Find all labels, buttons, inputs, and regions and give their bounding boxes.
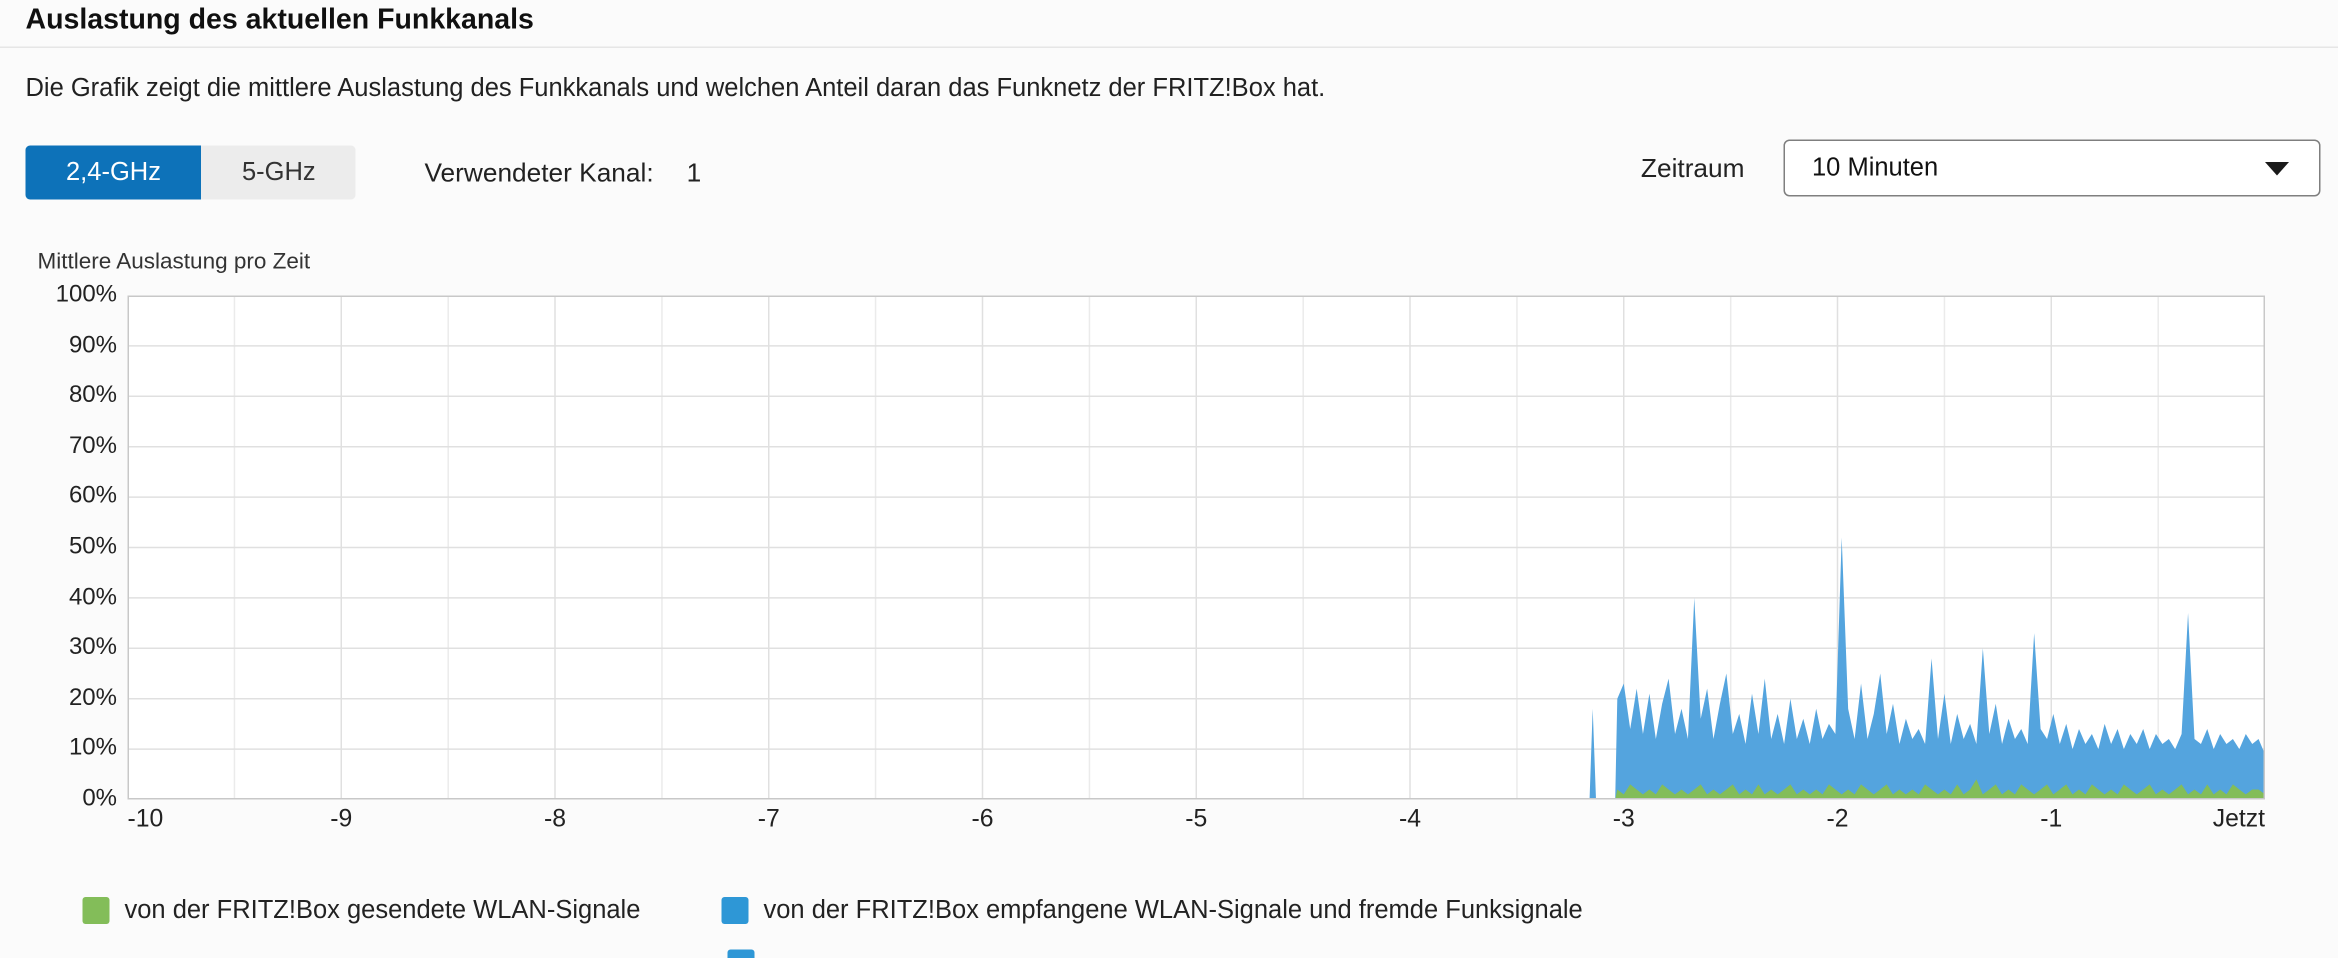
y-axis-labels: 100% 90% 80% 70% 60% 50% 40% 30% 20% 10% 0%	[0, 282, 117, 812]
x-tick-label: -2	[1826, 805, 1849, 833]
y-tick-label: 50%	[68, 534, 117, 560]
zeitraum-label: Zeitraum	[1640, 152, 1745, 183]
x-tick-label: Jetzt	[2212, 805, 2265, 833]
zeitraum-select[interactable]: 10 Minuten	[1783, 139, 2321, 197]
x-tick-label: -6	[971, 805, 994, 833]
legend-label-received: von der FRITZ!Box empfangene WLAN-Signal…	[763, 895, 1583, 925]
y-tick-label: 0%	[82, 786, 117, 812]
band-tab-5ghz[interactable]: 5-GHz	[201, 145, 357, 200]
channel-value: 1	[686, 156, 702, 187]
x-axis-labels: -10 -9 -8 -7 -6 -5 -4 -3 -2 -1 Jetzt	[128, 806, 2266, 842]
zeitraum-selected-value: 10 Minuten	[1812, 153, 1939, 182]
x-tick-label: -8	[543, 805, 567, 833]
legend-swatch-green	[82, 897, 110, 924]
legend-item-received: von der FRITZ!Box empfangene WLAN-Signal…	[721, 895, 1583, 926]
cutoff-blue-element	[727, 949, 755, 958]
x-tick-label: -5	[1185, 805, 1208, 833]
y-tick-label: 60%	[68, 483, 117, 510]
y-tick-label: 40%	[68, 584, 117, 610]
y-tick-label: 100%	[55, 282, 117, 308]
y-tick-label: 90%	[68, 332, 117, 358]
x-tick-label: -9	[330, 805, 353, 833]
chevron-down-icon	[2265, 161, 2289, 175]
page-title: Auslastung des aktuellen Funkkanals	[25, 4, 534, 37]
y-tick-label: 70%	[68, 433, 117, 459]
x-tick-label: -1	[2040, 805, 2063, 833]
utilization-chart	[127, 295, 2265, 800]
legend-swatch-blue	[721, 897, 749, 924]
legend-label-sent: von der FRITZ!Box gesendete WLAN-Signale	[124, 895, 641, 925]
header-divider	[0, 46, 2338, 48]
y-tick-label: 10%	[68, 735, 117, 762]
band-tab-24ghz[interactable]: 2,4-GHz	[25, 145, 202, 200]
y-tick-label: 30%	[68, 634, 117, 661]
x-tick-label: -3	[1612, 805, 1635, 833]
channel-info: Verwendeter Kanal: 1	[425, 146, 702, 200]
band-tab-group: 2,4-GHz 5-GHz	[25, 145, 357, 200]
legend-item-sent: von der FRITZ!Box gesendete WLAN-Signale	[82, 895, 641, 926]
x-tick-label: -4	[1398, 805, 1422, 833]
x-tick-label: -7	[757, 805, 780, 833]
y-tick-label: 80%	[68, 382, 117, 409]
y-tick-label: 20%	[68, 685, 117, 711]
x-tick-label: -10	[127, 805, 164, 833]
channel-label: Verwendeter Kanal:	[424, 156, 654, 187]
zeitraum-control: Zeitraum 10 Minuten	[1640, 139, 2321, 197]
page-description: Die Grafik zeigt die mittlere Auslastung…	[25, 73, 1326, 103]
chart-axis-title: Mittlere Auslastung pro Zeit	[37, 249, 311, 275]
